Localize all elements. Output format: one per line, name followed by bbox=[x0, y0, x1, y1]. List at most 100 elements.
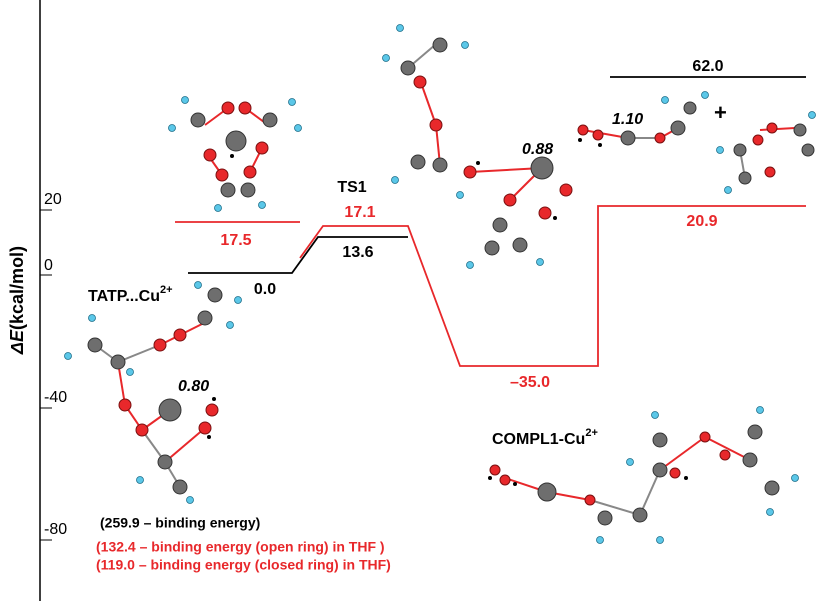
atom bbox=[653, 463, 667, 477]
atom bbox=[430, 119, 442, 131]
atom bbox=[725, 187, 732, 194]
bond bbox=[760, 128, 795, 130]
atom bbox=[765, 167, 775, 177]
molecule-reactant bbox=[65, 282, 242, 504]
atom bbox=[222, 102, 234, 114]
atom bbox=[462, 42, 469, 49]
level-value: 17.5 bbox=[220, 232, 251, 249]
atom bbox=[500, 475, 510, 485]
atom bbox=[537, 259, 544, 266]
atom bbox=[187, 497, 194, 504]
atom bbox=[464, 166, 476, 178]
atom bbox=[208, 288, 222, 302]
level-value: 62.0 bbox=[692, 58, 723, 75]
note: (132.4 – binding energy (open ring) in T… bbox=[96, 539, 385, 555]
atom bbox=[119, 399, 131, 411]
level-value: 13.6 bbox=[342, 244, 373, 261]
atom bbox=[585, 495, 595, 505]
atom bbox=[256, 142, 268, 154]
atom bbox=[684, 476, 688, 480]
atom bbox=[401, 61, 415, 75]
atom bbox=[212, 397, 216, 401]
atom bbox=[578, 125, 588, 135]
atom bbox=[794, 124, 806, 136]
axis-label-symbol: ΔE bbox=[7, 329, 27, 355]
atom bbox=[295, 125, 302, 132]
atom bbox=[653, 433, 667, 447]
atom bbox=[433, 38, 447, 52]
atom bbox=[657, 537, 664, 544]
energy-diagram: 20 0 -40 -80 ΔE(kcal/mol) 0.0 13.6 17.5 … bbox=[0, 0, 824, 601]
atom bbox=[198, 311, 212, 325]
level-value: 17.1 bbox=[344, 204, 375, 221]
atom bbox=[633, 508, 647, 522]
atom bbox=[670, 468, 680, 478]
atom bbox=[411, 155, 425, 169]
state-label: COMPL1-Cu2+ bbox=[492, 427, 598, 448]
atom bbox=[809, 112, 816, 119]
atom bbox=[560, 184, 572, 196]
atom bbox=[244, 166, 256, 178]
atom bbox=[414, 76, 426, 88]
atom bbox=[765, 481, 779, 495]
atom bbox=[199, 422, 211, 434]
bond bbox=[165, 428, 205, 462]
atom bbox=[539, 207, 551, 219]
molecule-complex bbox=[488, 407, 799, 544]
distance-label: 1.10 bbox=[612, 111, 643, 128]
atom bbox=[137, 477, 144, 484]
energy-path-thf bbox=[300, 206, 806, 366]
atom bbox=[700, 432, 710, 442]
atom bbox=[89, 315, 96, 322]
atom bbox=[159, 399, 181, 421]
state-label-sup: 2+ bbox=[585, 427, 598, 439]
atom bbox=[195, 282, 202, 289]
atom bbox=[241, 183, 255, 197]
atom bbox=[655, 133, 665, 143]
atom bbox=[158, 455, 172, 469]
atom bbox=[621, 131, 635, 145]
atom bbox=[206, 404, 218, 416]
atom bbox=[173, 480, 187, 494]
tick-label: 0 bbox=[44, 257, 53, 274]
atom bbox=[753, 135, 763, 145]
atom bbox=[154, 339, 166, 351]
atom bbox=[734, 144, 746, 156]
atom bbox=[513, 482, 517, 486]
atom bbox=[226, 131, 246, 151]
atom bbox=[263, 113, 277, 127]
atom bbox=[748, 425, 762, 439]
state-label-text: COMPL1-Cu bbox=[492, 431, 585, 448]
tick-label: -40 bbox=[44, 389, 67, 406]
axis-label: ΔE(kcal/mol) bbox=[7, 246, 27, 355]
atom bbox=[598, 143, 602, 147]
state-label: TS1 bbox=[337, 179, 366, 196]
atom bbox=[88, 338, 102, 352]
level-value: 20.9 bbox=[686, 213, 717, 230]
atom bbox=[182, 97, 189, 104]
atom bbox=[652, 412, 659, 419]
molecule-products bbox=[578, 92, 816, 194]
atom bbox=[127, 369, 134, 376]
atom bbox=[493, 218, 507, 232]
atom bbox=[488, 476, 492, 480]
atom bbox=[792, 475, 799, 482]
state-label-sup: 2+ bbox=[160, 284, 173, 296]
molecule-tatp bbox=[169, 97, 302, 212]
atom bbox=[259, 202, 266, 209]
atom bbox=[578, 138, 582, 142]
atom bbox=[671, 121, 685, 135]
atom bbox=[627, 459, 634, 466]
atom bbox=[230, 154, 234, 158]
atom bbox=[593, 130, 603, 140]
note: (119.0 – binding energy (closed ring) in… bbox=[96, 557, 391, 573]
atom bbox=[169, 125, 176, 132]
atom bbox=[553, 216, 557, 220]
note: (259.9 – binding energy) bbox=[100, 515, 260, 531]
atom bbox=[684, 102, 696, 114]
axis-label-unit: (kcal/mol) bbox=[7, 246, 27, 330]
atom bbox=[467, 262, 474, 269]
atom bbox=[485, 241, 499, 255]
atom bbox=[111, 355, 125, 369]
state-label: TATP...Cu2+ bbox=[88, 284, 173, 305]
